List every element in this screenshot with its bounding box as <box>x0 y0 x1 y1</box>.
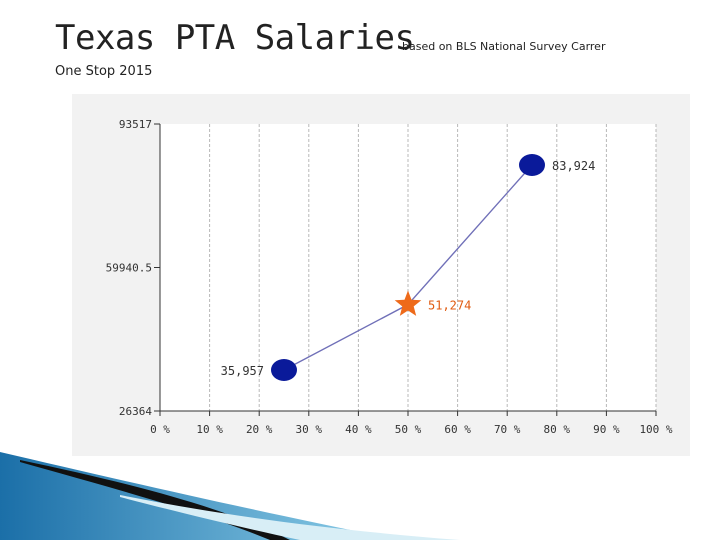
x-tick-label: 90 % <box>593 423 620 436</box>
y-tick-label: 59940.5 <box>106 262 152 275</box>
data-label: 35,957 <box>221 364 264 378</box>
blue-swoosh <box>0 452 400 540</box>
x-tick-label: 70 % <box>494 423 521 436</box>
y-tick-label: 93517 <box>119 118 152 131</box>
grid <box>209 124 657 411</box>
decorative-swoosh <box>0 452 460 540</box>
x-tick-label: 0 % <box>150 423 170 436</box>
series: 35,957 51,274 83,924 <box>221 153 595 382</box>
x-tick-label: 60 % <box>444 423 471 436</box>
source-note: One Stop 2015 <box>55 64 153 79</box>
x-tick-label: 30 % <box>296 423 323 436</box>
data-label: 51,274 <box>428 299 471 313</box>
data-point-star <box>394 290 422 316</box>
data-point <box>271 359 297 382</box>
light-swoosh <box>120 495 460 540</box>
page-subtitle: based on BLS National Survey Carrer <box>402 40 606 53</box>
data-point <box>519 153 545 176</box>
x-tick-label: 100 % <box>639 423 672 436</box>
page-title: Texas PTA Salaries <box>55 18 415 58</box>
chart-frame: 0 % 10 % 20 % 30 % 40 % 50 % 60 % 70 % 80 % 90 % 1… <box>72 94 690 456</box>
x-tick-label: 80 % <box>544 423 571 436</box>
y-tick-label: 26364 <box>119 405 152 418</box>
x-tick-label: 10 % <box>196 423 223 436</box>
data-label: 83,924 <box>552 159 595 173</box>
x-tick-label: 50 % <box>395 423 422 436</box>
salary-chart: 0 % 10 % 20 % 30 % 40 % 50 % 60 % 70 % 80 % 90 % 1… <box>106 118 673 436</box>
axes: 0 % 10 % 20 % 30 % 40 % 50 % 60 % 70 % 80 % 90 % 1… <box>106 118 673 436</box>
x-tick-label: 40 % <box>345 423 372 436</box>
x-tick-label: 20 % <box>246 423 273 436</box>
